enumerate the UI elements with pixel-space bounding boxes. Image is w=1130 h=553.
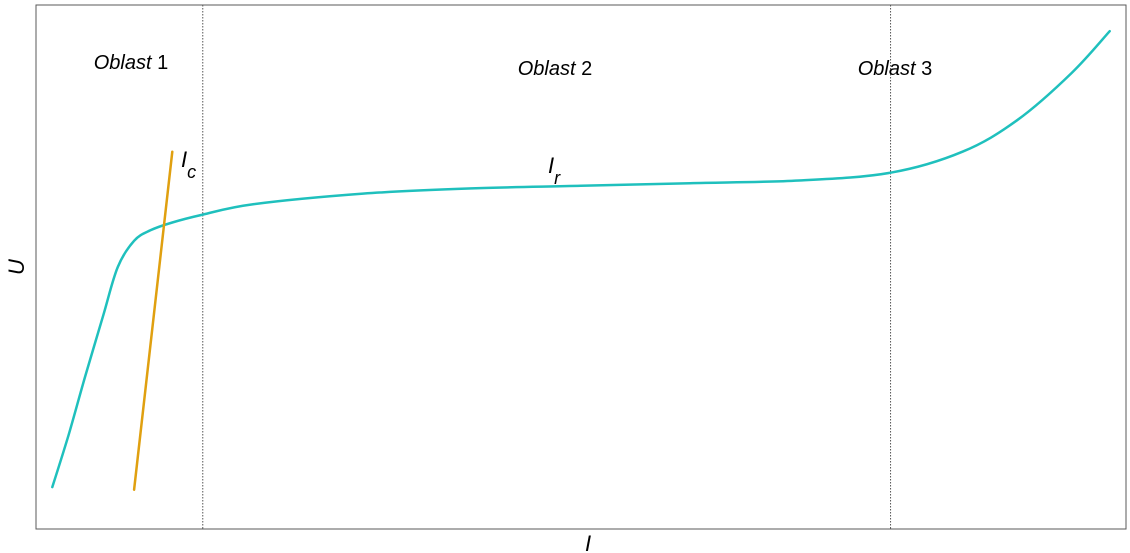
series-ir-line: [51, 29, 1111, 489]
region-1-name: Oblast: [94, 52, 153, 74]
region-2-label: Oblast 2: [518, 58, 593, 80]
region-2-number: 2: [581, 58, 592, 80]
region-3-label: Oblast 3: [858, 58, 933, 80]
region-3-number: 3: [921, 58, 932, 80]
x-axis-label: I: [585, 531, 591, 553]
curve-label-ir: Ir: [548, 153, 561, 188]
region-3-name: Oblast: [858, 58, 917, 80]
region-2-name: Oblast: [518, 58, 577, 80]
region-1-number: 1: [157, 52, 168, 74]
plot-frame: [35, 4, 1127, 530]
region-1-label: Oblast 1: [94, 52, 169, 74]
series-ic-line: [132, 150, 174, 491]
curve-label-ic-sub: c: [187, 162, 196, 182]
curve-label-ic: Ic: [181, 147, 196, 182]
y-axis-label: U: [4, 259, 29, 275]
curve-label-ir-main: I: [548, 153, 554, 178]
series-lines: [51, 29, 1111, 491]
curve-label-ir-sub: r: [554, 168, 561, 188]
boundary-lines: [202, 5, 892, 529]
curve-label-ic-main: I: [181, 147, 187, 172]
